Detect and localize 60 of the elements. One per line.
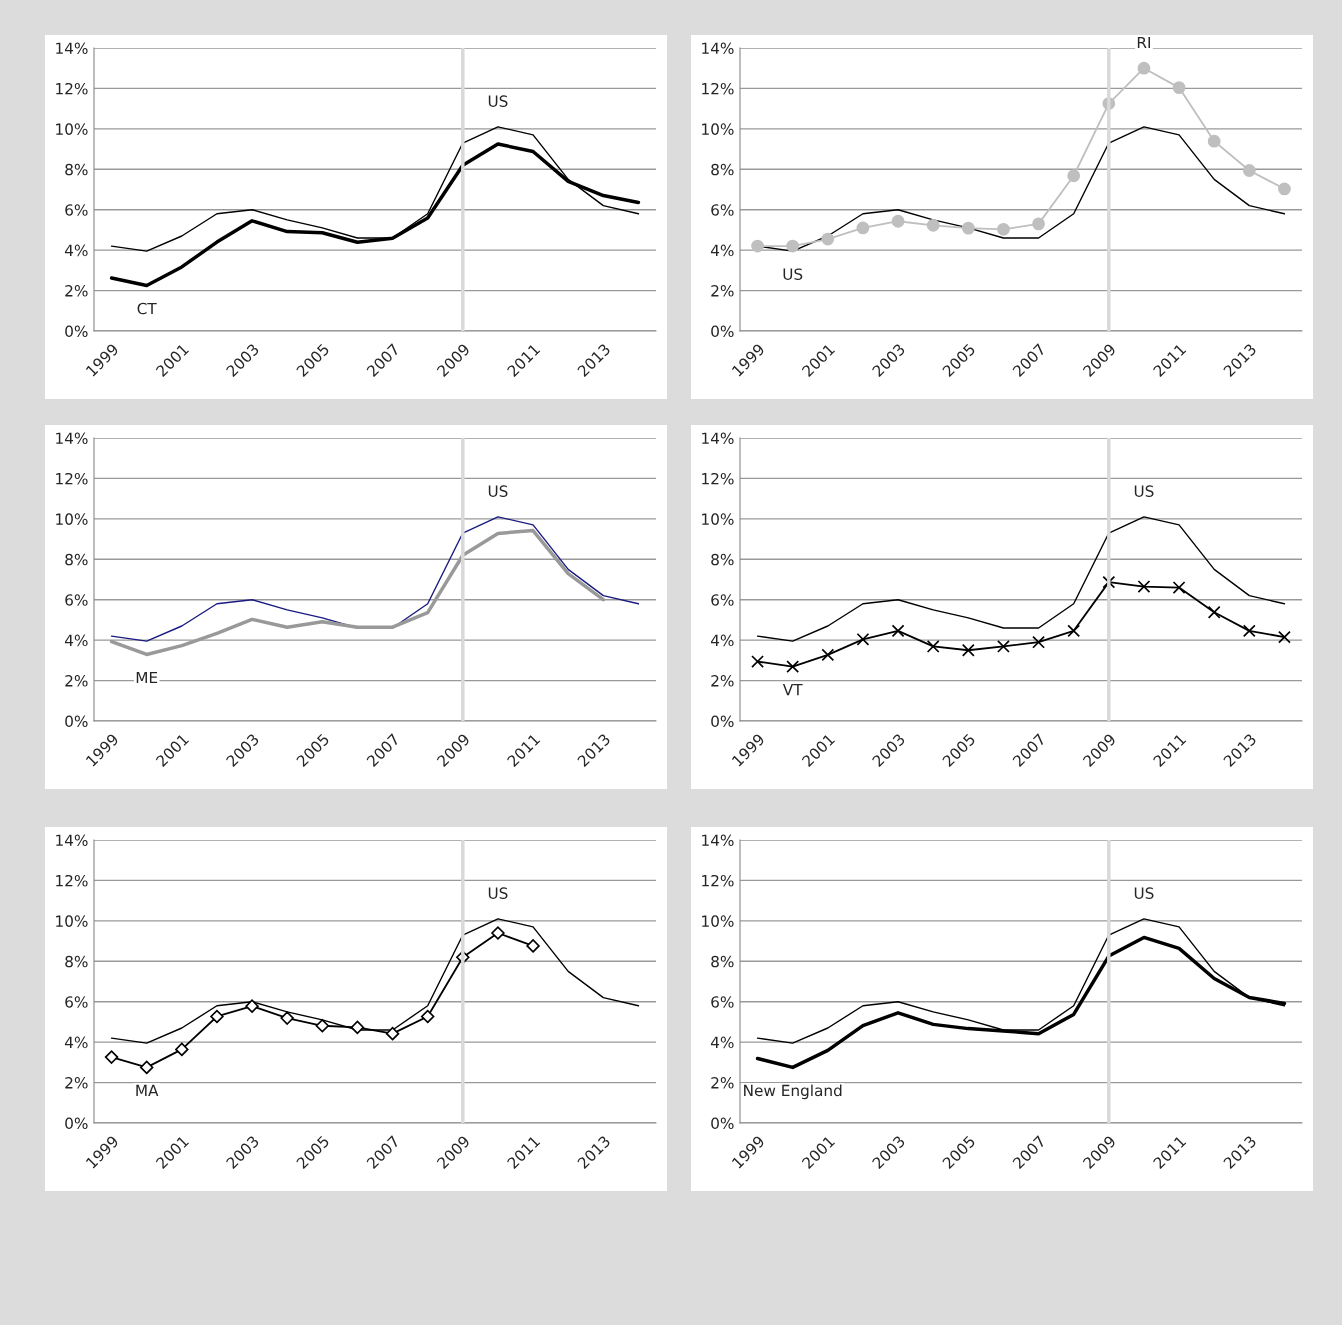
series-label: US	[1134, 887, 1154, 899]
y-tick-label: 10%	[702, 915, 734, 927]
y-tick-label: 4%	[64, 244, 88, 257]
y-tick-label: 2%	[65, 675, 88, 687]
y-tick-label: 6%	[711, 996, 734, 1008]
y-tick-label: 6%	[65, 204, 88, 216]
y-tick-label: 12%	[702, 472, 734, 485]
y-tick-label: 12%	[56, 82, 88, 95]
y-tick-label: 14%	[56, 42, 88, 55]
series-label: US	[1134, 485, 1154, 497]
y-tick-label: 8%	[65, 955, 88, 968]
y-tick-label: 8%	[711, 955, 734, 968]
y-tick-label: 10%	[56, 915, 88, 927]
y-tick-label: 12%	[56, 874, 88, 887]
y-tick-label: 14%	[56, 834, 88, 847]
y-tick-label: 0%	[65, 715, 88, 728]
y-tick-label: 2%	[65, 1077, 88, 1089]
y-tick-label: 0%	[65, 325, 88, 338]
series-label: MA	[136, 1084, 159, 1096]
y-tick-label: 4%	[710, 244, 734, 257]
y-tick-label: 10%	[56, 513, 88, 525]
series-label: VT	[782, 684, 803, 696]
y-tick-label: 14%	[702, 42, 734, 55]
y-tick-label: 12%	[56, 472, 88, 485]
y-tick-label: 14%	[702, 834, 734, 847]
y-tick-label: 0%	[711, 1117, 734, 1130]
y-tick-label: 0%	[65, 1117, 88, 1130]
series-label: RI	[1137, 36, 1150, 49]
y-tick-label: 2%	[711, 285, 734, 297]
y-tick-label: 4%	[710, 634, 734, 647]
y-tick-label: 8%	[711, 163, 734, 176]
series-label: US	[488, 887, 508, 899]
y-tick-label: 4%	[64, 1036, 88, 1049]
y-tick-label: 14%	[56, 432, 88, 445]
y-tick-label: 0%	[711, 325, 734, 338]
y-tick-label: 6%	[711, 594, 734, 606]
y-tick-label: 14%	[702, 432, 734, 445]
y-tick-label: 12%	[702, 874, 734, 887]
series-label: CT	[137, 302, 157, 315]
y-tick-label: 6%	[65, 996, 88, 1008]
y-tick-label: 4%	[710, 1036, 734, 1049]
y-tick-label: 10%	[702, 123, 734, 135]
series-label: New England	[744, 1084, 842, 1100]
y-tick-label: 4%	[64, 634, 88, 647]
y-tick-label: 2%	[711, 675, 734, 687]
y-tick-label: 6%	[711, 204, 734, 216]
y-tick-label: 12%	[702, 82, 734, 95]
y-tick-label: 10%	[56, 123, 88, 135]
y-tick-label: 8%	[65, 163, 88, 176]
y-tick-label: 2%	[65, 285, 88, 297]
y-tick-label: 6%	[65, 594, 88, 606]
series-label: ME	[136, 671, 158, 684]
y-tick-label: 10%	[702, 513, 734, 525]
series-label: US	[488, 95, 508, 107]
y-tick-label: 8%	[65, 553, 88, 566]
y-tick-label: 0%	[711, 715, 734, 728]
y-tick-label: 8%	[711, 553, 734, 566]
series-label: US	[783, 268, 803, 280]
y-tick-label: 2%	[711, 1077, 734, 1089]
series-label: US	[488, 485, 508, 497]
